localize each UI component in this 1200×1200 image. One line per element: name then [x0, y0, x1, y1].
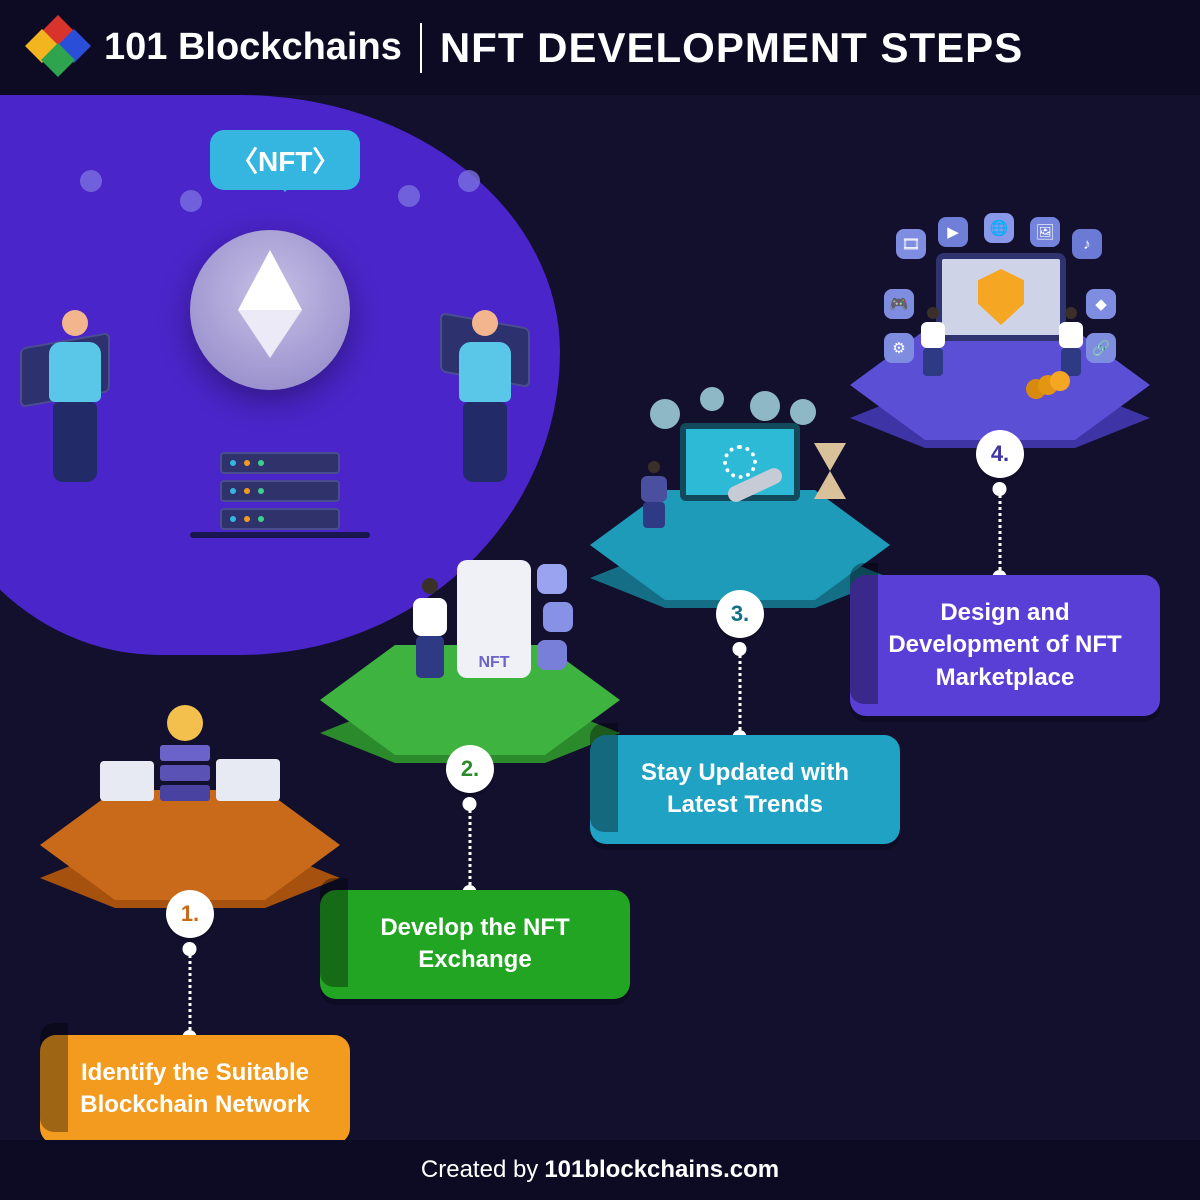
monitor-icon [936, 253, 1066, 341]
header-divider [420, 23, 422, 73]
person-icon [638, 461, 670, 528]
connector-dots-2 [469, 803, 472, 893]
hex-platform-4: 🎞 ▶ 🌐 🖼 ♪ 🎮 ⚙ ◆ 🔗 [850, 330, 1150, 460]
globe-tile-icon: 🌐 [984, 213, 1014, 243]
hero-illustration: 〈NFT〉 [50, 130, 510, 530]
music-icon [80, 170, 102, 192]
step-label-box-4: Design and Development of NFT Marketplac… [850, 575, 1160, 716]
bubble-icon [750, 391, 780, 421]
person-icon-left [40, 310, 110, 490]
connector-dots-3 [739, 648, 742, 738]
eth-coin-icon [190, 230, 350, 390]
laptop-icon [216, 759, 280, 801]
person-icon-right [450, 310, 520, 490]
monitor-icon [100, 761, 154, 801]
person-icon [918, 307, 948, 376]
server-stack-icon [160, 745, 210, 761]
connector-dots-1 [189, 948, 192, 1038]
image-tile-icon: 🖼 [1030, 217, 1060, 247]
step-1: 1. [40, 790, 340, 920]
hex-platform-2: NFT 2. [320, 645, 620, 775]
hourglass-icon [814, 443, 846, 503]
music-tile-icon: ♪ [1072, 229, 1102, 259]
step-3-illustration [640, 405, 840, 525]
app-tile-icon [537, 564, 567, 594]
step-number-badge-4: 4. [976, 430, 1024, 478]
play-tile-icon: ▶ [938, 217, 968, 247]
app-tile-icon [537, 640, 567, 670]
shield-icon [978, 269, 1024, 325]
logo-icon [30, 18, 90, 78]
bubble-icon [790, 399, 816, 425]
person-icon [1056, 307, 1086, 376]
gear-tile-icon: ⚙ [884, 333, 914, 363]
connector-dots-4 [999, 488, 1002, 578]
media-tile-icon: 🎞 [896, 229, 926, 259]
step-4: 🎞 ▶ 🌐 🖼 ♪ 🎮 ⚙ ◆ 🔗 [850, 330, 1150, 460]
step-1-title: Identify the Suitable Blockchain Network [80, 1059, 309, 1118]
step-2-illustration: NFT [409, 560, 531, 678]
header: 101 Blockchains NFT DEVELOPMENT STEPS [0, 0, 1200, 95]
step-4-illustration: 🎞 ▶ 🌐 🖼 ♪ 🎮 ⚙ ◆ 🔗 [890, 245, 1110, 385]
step-label-box-3: Stay Updated with Latest Trends [590, 735, 900, 844]
nft-tag: 〈NFT〉 [210, 130, 360, 190]
brand-name: 101 Blockchains [104, 26, 402, 69]
person-icon [409, 578, 451, 678]
game-tile-icon: 🎮 [884, 289, 914, 319]
server-shelf [190, 532, 370, 538]
image-icon [458, 170, 480, 192]
server-icon [220, 446, 340, 530]
bubble-icon [650, 399, 680, 429]
step-number-badge-1: 1. [166, 890, 214, 938]
step-number-badge-2: 2. [446, 745, 494, 793]
step-2: NFT 2. [320, 645, 620, 775]
lock-icon [180, 190, 202, 212]
hex-platform-1: 1. [40, 790, 340, 920]
coin-icon [167, 705, 203, 741]
bubble-icon [700, 387, 724, 411]
page-title: NFT DEVELOPMENT STEPS [440, 24, 1023, 72]
play-icon [398, 185, 420, 207]
hex-platform-3: 3. [590, 490, 890, 620]
footer: Created by 101blockchains.com [0, 1140, 1200, 1200]
step-4-title: Design and Development of NFT Marketplac… [888, 599, 1121, 691]
step-3: 3. [590, 490, 890, 620]
footer-site: 101blockchains.com [544, 1156, 779, 1184]
link-tile-icon: 🔗 [1086, 333, 1116, 363]
nft-phone-icon: NFT [457, 560, 531, 678]
diamond-tile-icon: ◆ [1086, 289, 1116, 319]
step-1-illustration [100, 705, 280, 801]
step-label-box-2: Develop the NFT Exchange [320, 890, 630, 999]
step-label-box-1: Identify the Suitable Blockchain Network [40, 1035, 350, 1144]
step-number-badge-3: 3. [716, 590, 764, 638]
coins-icon [1050, 371, 1070, 391]
footer-prefix: Created by [421, 1156, 538, 1184]
app-tile-icon [543, 602, 573, 632]
step-2-title: Develop the NFT Exchange [380, 914, 569, 973]
step-3-title: Stay Updated with Latest Trends [641, 759, 849, 818]
